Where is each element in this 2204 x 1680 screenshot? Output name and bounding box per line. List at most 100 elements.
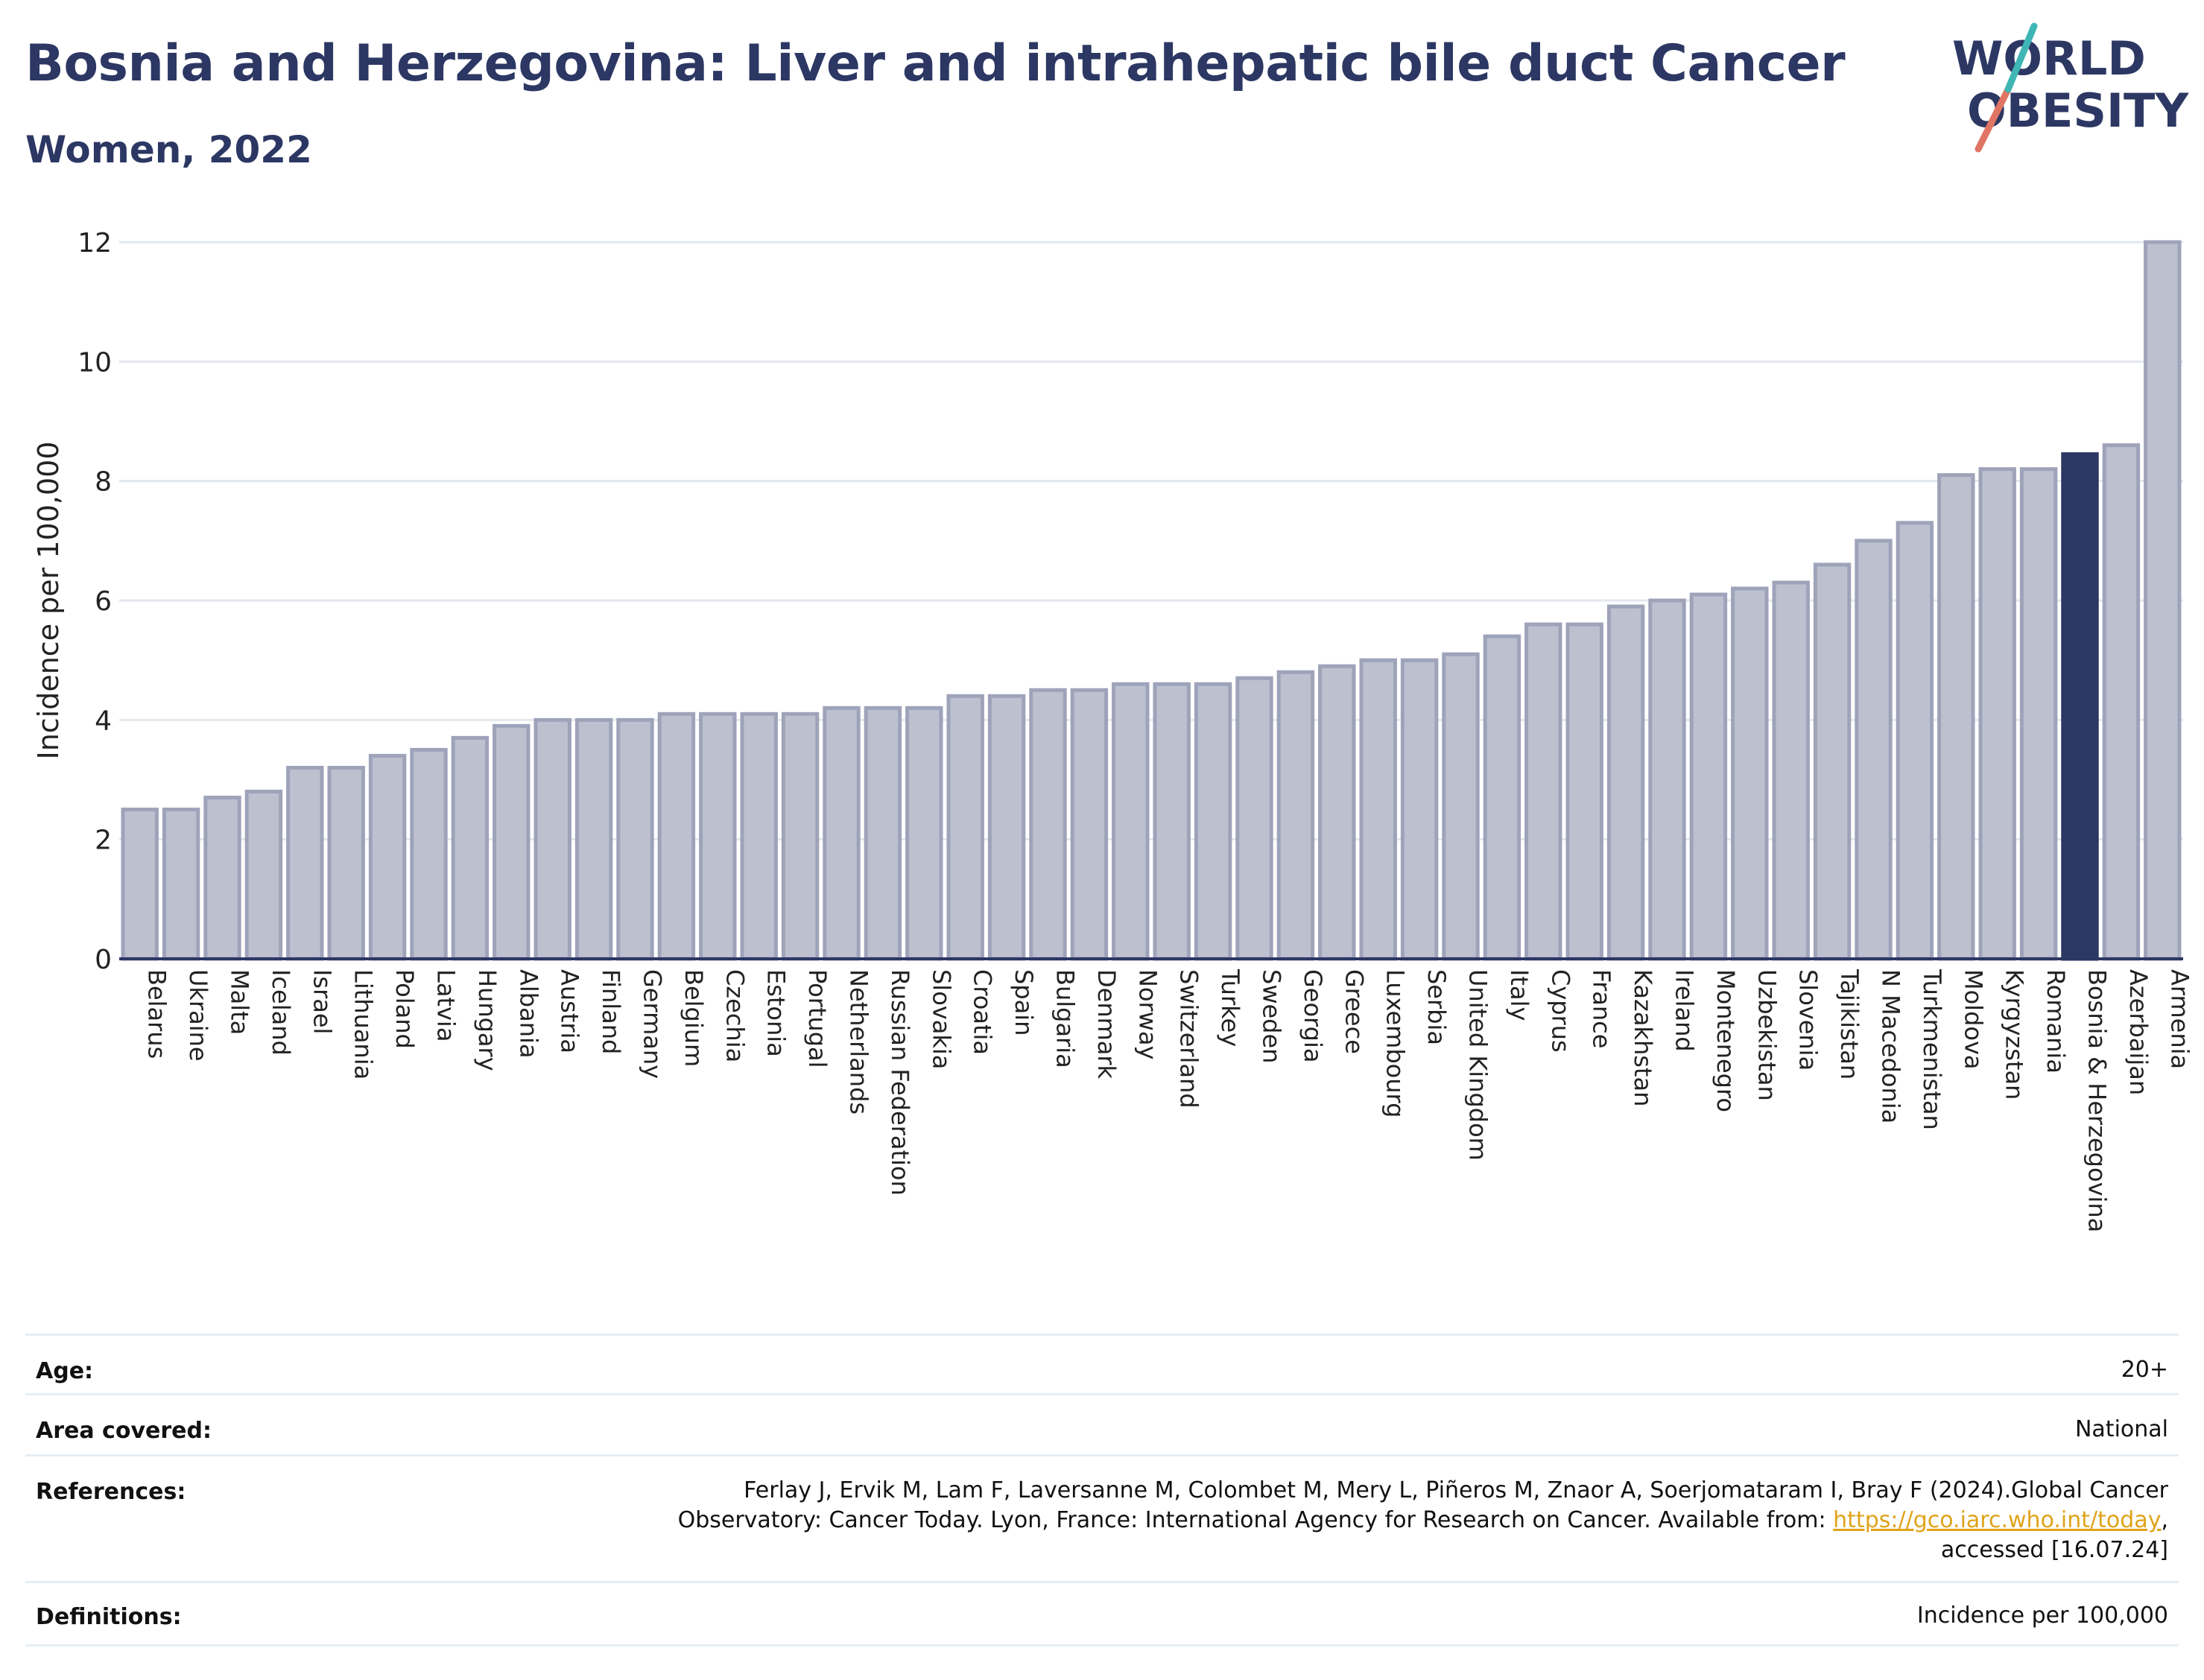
chart-bars <box>121 240 2182 961</box>
x-tick-label: Belgium <box>680 969 708 1067</box>
x-tick-label: Armenia <box>2165 969 2194 1069</box>
bar <box>946 694 984 961</box>
x-tick-label: Malta <box>226 969 254 1035</box>
logo-slash-lower <box>1975 86 2012 153</box>
info-row-references: References: Ferlay J, Ervik M, Lam F, La… <box>25 1454 2179 1583</box>
info-row-area: Area covered: National <box>25 1393 2179 1456</box>
bar <box>1937 473 1975 961</box>
bar <box>286 765 324 961</box>
bar <box>203 796 241 961</box>
bar <box>368 753 407 961</box>
bar <box>2019 467 2058 961</box>
bar <box>1276 670 1315 961</box>
references-line2-text: Observatory: Cancer Today. Lyon, France:… <box>677 1507 1834 1533</box>
bar <box>2102 443 2141 961</box>
x-tick-label: Norway <box>1133 969 1162 1059</box>
x-tick-label: Poland <box>390 969 419 1049</box>
info-row-definitions: Definitions: Incidence per 100,000 <box>25 1581 2179 1646</box>
bar <box>864 706 902 961</box>
y-tick-label: 10 <box>77 347 112 378</box>
bar <box>1524 622 1562 961</box>
area-label: Area covered: <box>36 1418 212 1444</box>
bar <box>1318 664 1356 961</box>
bar <box>410 747 448 961</box>
x-tick-label: Finland <box>597 969 625 1054</box>
x-tick-label: Montenegro <box>1711 969 1740 1112</box>
x-tick-label: Austria <box>556 969 584 1053</box>
bar <box>1029 688 1067 961</box>
bar <box>1483 634 1521 961</box>
x-tick-label: Kyrgyzstan <box>2001 969 2029 1100</box>
y-tick-label: 6 <box>95 586 112 617</box>
x-tick-label: Albania <box>514 969 542 1058</box>
bar-chart: 0 2 4 6 8 10 12 Belarus Ukraine Malta Iceland Isra… <box>32 228 2194 1232</box>
bar <box>781 711 820 961</box>
x-tick-label: France <box>1588 969 1616 1048</box>
x-tick-label: Belarus <box>143 969 171 1059</box>
x-tick-label: N Macedonia <box>1877 969 1905 1123</box>
bar-highlighted <box>2061 452 2099 961</box>
bar <box>1235 676 1273 961</box>
x-tick-label: Kazakhstan <box>1629 969 1657 1106</box>
y-axis-label: Incidence per 100,000 <box>32 441 65 759</box>
bar <box>327 765 365 961</box>
x-tick-label: Ukraine <box>184 969 212 1062</box>
y-tick-label: 2 <box>95 825 112 856</box>
x-tick-label: Serbia <box>1422 969 1451 1045</box>
x-tick-label: Russian Federation <box>886 969 914 1196</box>
x-tick-label: Slovakia <box>927 969 955 1069</box>
x-tick-label: Iceland <box>267 969 295 1056</box>
bar <box>1731 586 1769 961</box>
x-tick-label: Latvia <box>432 969 460 1042</box>
x-tick-label: Czechia <box>721 969 749 1062</box>
x-tick-label: Estonia <box>762 969 791 1057</box>
x-tick-label: Sweden <box>1258 969 1286 1063</box>
references-value: Ferlay J, Ervik M, Lam F, Laversanne M, … <box>678 1476 2168 1565</box>
x-tick-label: Israel <box>308 969 336 1034</box>
x-tick-label: Croatia <box>969 969 997 1055</box>
x-tick-label: Bulgaria <box>1051 969 1080 1068</box>
references-line1: Ferlay J, Ervik M, Lam F, Laversanne M, … <box>744 1477 2168 1503</box>
x-tick-label: Denmark <box>1092 969 1121 1080</box>
area-value: National <box>2074 1416 2168 1442</box>
bar <box>1359 658 1397 961</box>
definitions-value: Incidence per 100,000 <box>1916 1603 2168 1629</box>
age-label: Age: <box>36 1358 94 1384</box>
bar <box>1855 539 1893 961</box>
y-tick-label: 8 <box>95 467 112 498</box>
references-label: References: <box>36 1479 186 1505</box>
bar <box>121 808 159 961</box>
x-tick-label: Tajikistan <box>1835 969 1863 1080</box>
x-tick-label: Portugal <box>803 969 832 1068</box>
age-value: 20+ <box>2121 1357 2168 1383</box>
bar <box>574 717 613 961</box>
x-tick-label: Moldova <box>1959 969 1987 1070</box>
y-axis-ticks: 0 2 4 6 8 10 12 <box>77 228 112 975</box>
x-tick-label: Azerbaijan <box>2124 969 2153 1095</box>
x-tick-label: Luxembourg <box>1381 969 1410 1118</box>
bar <box>1442 652 1480 961</box>
page-subtitle: Women, 2022 <box>25 128 312 171</box>
x-tick-label: Hungary <box>473 969 501 1071</box>
bar <box>699 711 737 961</box>
bar <box>1606 604 1645 961</box>
bar <box>1194 682 1232 961</box>
x-tick-label: Spain <box>1010 969 1038 1036</box>
bar <box>1112 682 1150 961</box>
bar <box>2144 240 2182 961</box>
x-tick-label: United Kingdom <box>1464 969 1492 1161</box>
bar <box>905 706 943 961</box>
bar <box>1896 521 1934 961</box>
references-link[interactable]: https://gco.iarc.who.int/today <box>1833 1507 2162 1533</box>
bar <box>987 694 1026 961</box>
page-title: Bosnia and Herzegovina: Liver and intrah… <box>25 34 1846 93</box>
info-row-age: Age: 20+ <box>25 1334 2179 1395</box>
bar <box>740 711 778 961</box>
bar <box>1813 562 1852 961</box>
x-axis-ticks: Belarus Ukraine Malta Iceland Israel Lithuani… <box>143 969 2194 1232</box>
bar <box>1400 658 1439 961</box>
bar <box>823 706 861 961</box>
x-tick-label: Switzerland <box>1175 969 1203 1109</box>
bar <box>162 808 200 961</box>
x-tick-label: Germany <box>639 969 667 1079</box>
